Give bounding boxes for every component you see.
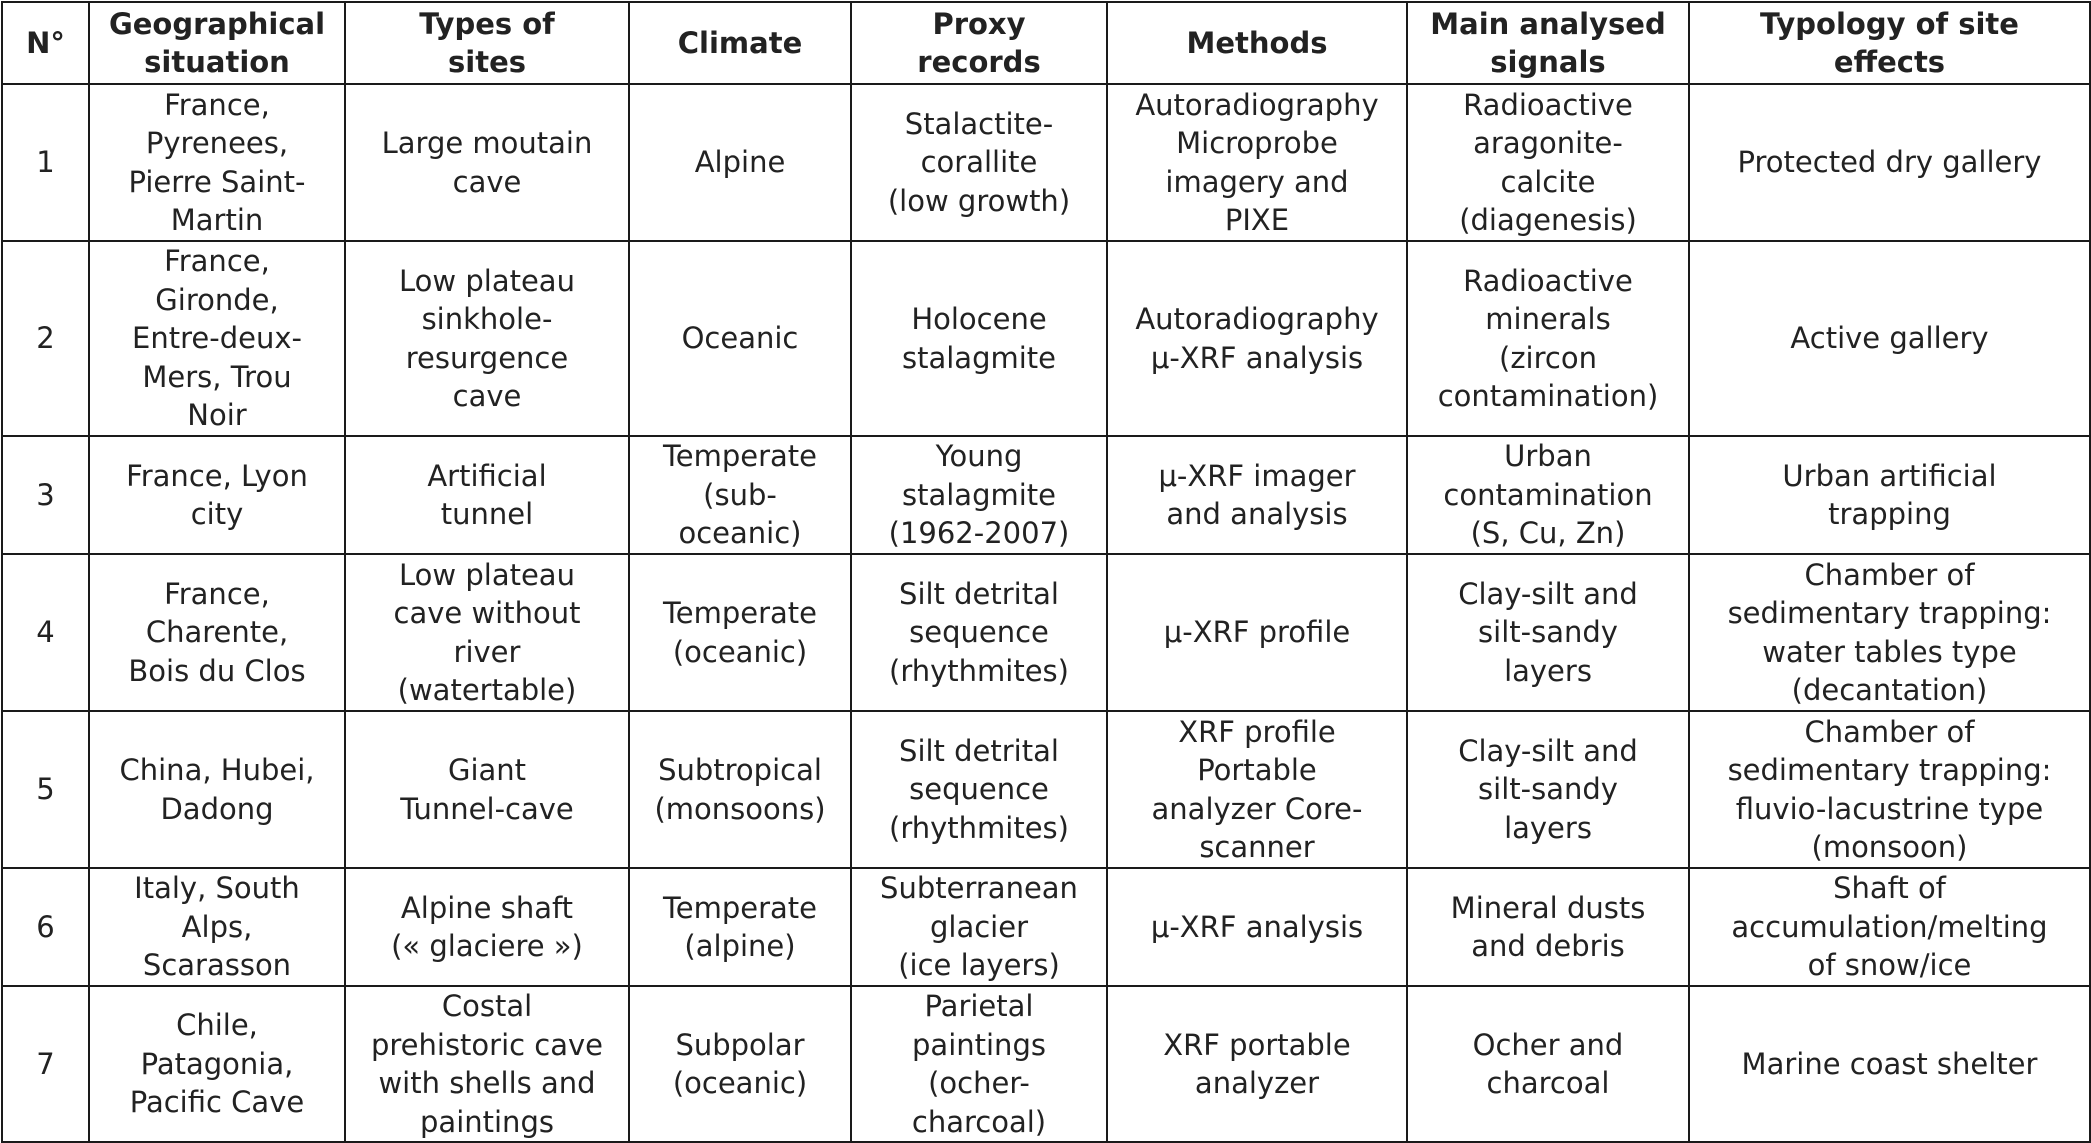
cell-main-signals: Radioactive minerals (zircon contaminati…: [1406, 240, 1690, 437]
cell-climate: Oceanic: [628, 240, 852, 437]
cell-methods: Autoradiography Microprobe imagery and P…: [1106, 83, 1408, 242]
cell-climate: Alpine: [628, 83, 852, 242]
cell-typology: Shaft of accumulation/melting of snow/ic…: [1688, 867, 2091, 987]
cell-typology: Chamber of sedimentary trapping: fluvio-…: [1688, 710, 2091, 869]
cell-main-signals: Ocher and charcoal: [1406, 985, 1690, 1143]
cell-methods: Autoradiography μ-XRF analysis: [1106, 240, 1408, 437]
cell-typology: Marine coast shelter: [1688, 985, 2091, 1143]
cell-type-of-site: Artificial tunnel: [344, 435, 630, 555]
cell-proxy-records: Young stalagmite (1962-2007): [850, 435, 1108, 555]
header-geographical-situation: Geographical situation: [88, 1, 346, 85]
cell-geographical-situation: France, Charente, Bois du Clos: [88, 553, 346, 712]
cell-methods: μ-XRF imager and analysis: [1106, 435, 1408, 555]
cell-type-of-site: Costal prehistoric cave with shells and …: [344, 985, 630, 1143]
table-row: 3 France, Lyon city Artificial tunnel Te…: [1, 435, 2091, 555]
cell-typology: Active gallery: [1688, 240, 2091, 437]
cell-methods: μ-XRF profile: [1106, 553, 1408, 712]
header-number: N°: [1, 1, 90, 85]
cell-type-of-site: Alpine shaft (« glaciere »): [344, 867, 630, 987]
table-row: 7 Chile, Patagonia, Pacific Cave Costal …: [1, 985, 2091, 1143]
cell-type-of-site: Giant Tunnel-cave: [344, 710, 630, 869]
cell-type-of-site: Low plateau sinkhole- resurgence cave: [344, 240, 630, 437]
cell-proxy-records: Silt detrital sequence (rhythmites): [850, 710, 1108, 869]
header-climate: Climate: [628, 1, 852, 85]
header-row: N° Geographical situation Types of sites…: [1, 1, 2091, 85]
cell-main-signals: Urban contamination (S, Cu, Zn): [1406, 435, 1690, 555]
cell-number: 7: [1, 985, 90, 1143]
cell-methods: XRF profile Portable analyzer Core- scan…: [1106, 710, 1408, 869]
cell-geographical-situation: France, Lyon city: [88, 435, 346, 555]
cell-methods: XRF portable analyzer: [1106, 985, 1408, 1143]
header-proxy-records: Proxy records: [850, 1, 1108, 85]
cell-proxy-records: Stalactite- corallite (low growth): [850, 83, 1108, 242]
table-row: 5 China, Hubei, Dadong Giant Tunnel-cave…: [1, 710, 2091, 869]
header-main-analysed-signals: Main analysed signals: [1406, 1, 1690, 85]
cell-geographical-situation: Italy, South Alps, Scarasson: [88, 867, 346, 987]
header-typology-of-site-effects: Typology of site effects: [1688, 1, 2091, 85]
cell-proxy-records: Holocene stalagmite: [850, 240, 1108, 437]
cell-typology: Urban artificial trapping: [1688, 435, 2091, 555]
cell-climate: Temperate (sub- oceanic): [628, 435, 852, 555]
table-row: 4 France, Charente, Bois du Clos Low pla…: [1, 553, 2091, 712]
cell-geographical-situation: France, Gironde, Entre-deux- Mers, Trou …: [88, 240, 346, 437]
header-types-of-sites: Types of sites: [344, 1, 630, 85]
cell-climate: Temperate (oceanic): [628, 553, 852, 712]
cell-proxy-records: Subterranean glacier (ice layers): [850, 867, 1108, 987]
cell-geographical-situation: Chile, Patagonia, Pacific Cave: [88, 985, 346, 1143]
cell-main-signals: Clay-silt and silt-sandy layers: [1406, 710, 1690, 869]
cell-climate: Temperate (alpine): [628, 867, 852, 987]
header-methods: Methods: [1106, 1, 1408, 85]
cell-type-of-site: Low plateau cave without river (watertab…: [344, 553, 630, 712]
cell-climate: Subpolar (oceanic): [628, 985, 852, 1143]
cell-main-signals: Clay-silt and silt-sandy layers: [1406, 553, 1690, 712]
cell-proxy-records: Silt detrital sequence (rhythmites): [850, 553, 1108, 712]
cell-geographical-situation: China, Hubei, Dadong: [88, 710, 346, 869]
cell-type-of-site: Large moutain cave: [344, 83, 630, 242]
cell-typology: Chamber of sedimentary trapping: water t…: [1688, 553, 2091, 712]
cell-number: 4: [1, 553, 90, 712]
cell-main-signals: Radioactive aragonite- calcite (diagenes…: [1406, 83, 1690, 242]
cell-methods: μ-XRF analysis: [1106, 867, 1408, 987]
cell-number: 6: [1, 867, 90, 987]
table-row: 2 France, Gironde, Entre-deux- Mers, Tro…: [1, 240, 2091, 437]
cell-climate: Subtropical (monsoons): [628, 710, 852, 869]
cell-proxy-records: Parietal paintings (ocher- charcoal): [850, 985, 1108, 1143]
cell-main-signals: Mineral dusts and debris: [1406, 867, 1690, 987]
cell-geographical-situation: France, Pyrenees, Pierre Saint- Martin: [88, 83, 346, 242]
table-row: 6 Italy, South Alps, Scarasson Alpine sh…: [1, 867, 2091, 987]
cell-number: 5: [1, 710, 90, 869]
cell-number: 2: [1, 240, 90, 437]
cell-typology: Protected dry gallery: [1688, 83, 2091, 242]
cell-number: 3: [1, 435, 90, 555]
table-row: 1 France, Pyrenees, Pierre Saint- Martin…: [1, 83, 2091, 242]
cell-number: 1: [1, 83, 90, 242]
